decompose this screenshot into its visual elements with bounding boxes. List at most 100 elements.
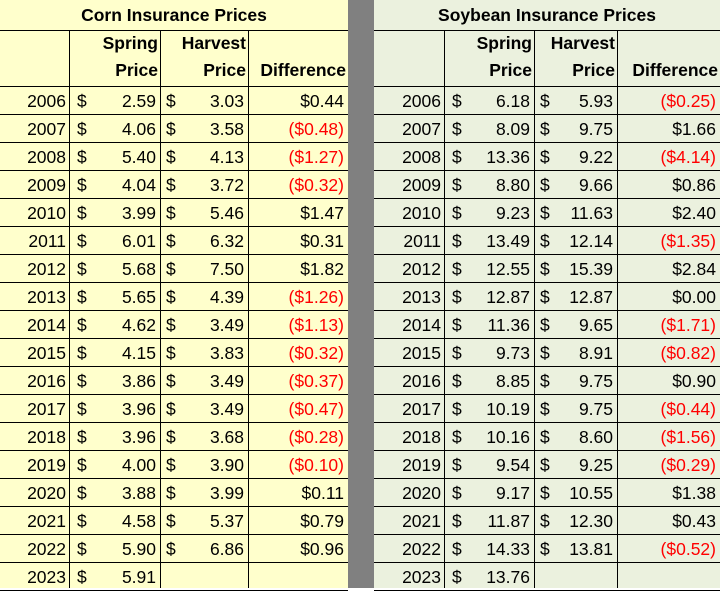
year-cell: 2017: [402, 399, 441, 419]
harvest-currency-cell: $: [166, 371, 176, 391]
spring-price-cell: 5.90: [121, 539, 156, 559]
corn-grid-line: [160, 30, 161, 588]
table-row: 2009 $8.80 $9.66 $0.86: [374, 171, 720, 199]
year-cell: 2018: [27, 427, 66, 447]
year-cell: 2008: [402, 147, 441, 167]
spring-currency-cell: $: [452, 287, 462, 307]
corn-title: Corn Insurance Prices: [0, 0, 348, 31]
spring-currency-cell: $: [452, 343, 462, 363]
harvest-currency-cell: $: [166, 539, 176, 559]
harvest-currency-cell: $: [166, 119, 176, 139]
soybean-grid-line: [534, 30, 535, 588]
spring-currency-cell: $: [452, 203, 462, 223]
corn-header-harvest: Harvest Price: [160, 30, 248, 86]
table-row: 2008 $13.36 $9.22 ($4.14): [374, 143, 720, 171]
difference-cell: $1.66: [672, 119, 716, 139]
soybean-title: Soybean Insurance Prices: [374, 0, 720, 31]
spring-price-cell: 8.85: [495, 371, 530, 391]
table-row: 2009 $4.04 $3.72 ($0.32): [0, 171, 348, 199]
harvest-price-cell: 3.49: [209, 371, 244, 391]
year-cell: 2007: [402, 119, 441, 139]
harvest-price-cell: 9.25: [578, 455, 613, 475]
harvest-price-cell: 10.55: [569, 483, 613, 503]
harvest-price-cell: 3.03: [209, 91, 244, 111]
panel-divider: [348, 0, 374, 588]
harvest-price-cell: 3.99: [209, 483, 244, 503]
difference-cell: $0.86: [672, 175, 716, 195]
harvest-price-cell: 3.58: [209, 119, 244, 139]
table-row: 2020 $9.17 $10.55 $1.38: [374, 479, 720, 507]
soybean-header-spring-line1: Spring: [476, 33, 532, 53]
spring-price-cell: 3.88: [121, 483, 156, 503]
harvest-price-cell: [550, 563, 617, 590]
year-cell: 2008: [27, 147, 66, 167]
harvest-currency-cell: $: [166, 287, 176, 307]
year-cell: 2019: [402, 455, 441, 475]
year-cell: 2006: [27, 91, 66, 111]
harvest-price-cell: 4.39: [209, 287, 244, 307]
spring-price-cell: 5.40: [121, 147, 156, 167]
harvest-currency-cell: $: [540, 287, 550, 307]
difference-cell: ($1.35): [660, 231, 716, 251]
harvest-price-cell: 9.75: [578, 119, 613, 139]
table-row: 2018 $10.16 $8.60 ($1.56): [374, 423, 720, 451]
spring-currency-cell: $: [77, 119, 87, 139]
year-cell: 2015: [27, 343, 66, 363]
spring-currency-cell: $: [77, 203, 87, 223]
corn-header-row: Spring Price Harvest Price Difference: [0, 30, 348, 87]
harvest-price-cell: [176, 563, 248, 590]
spring-price-cell: 13.36: [486, 147, 530, 167]
soybean-panel: Soybean Insurance Prices Spring Price Harv…: [374, 0, 720, 591]
year-cell: 2013: [402, 287, 441, 307]
harvest-price-cell: 3.49: [209, 399, 244, 419]
harvest-currency-cell: $: [166, 147, 176, 167]
spring-price-cell: 3.96: [121, 399, 156, 419]
year-cell: 2010: [27, 203, 66, 223]
spring-currency-cell: $: [77, 315, 87, 335]
corn-header-spring: Spring Price: [69, 30, 160, 86]
spring-price-cell: 11.36: [487, 315, 531, 335]
harvest-price-cell: 3.68: [209, 427, 244, 447]
corn-header-difference: Difference: [260, 60, 346, 80]
spring-currency-cell: $: [452, 231, 462, 251]
harvest-currency-cell: $: [540, 539, 550, 559]
spring-price-cell: 4.62: [121, 315, 156, 335]
spring-price-cell: 3.96: [121, 427, 156, 447]
harvest-price-cell: 9.22: [578, 147, 613, 167]
spring-currency-cell: $: [77, 287, 87, 307]
spring-price-cell: 8.09: [495, 119, 530, 139]
harvest-currency-cell: $: [166, 91, 176, 111]
year-cell: 2014: [27, 315, 66, 335]
spring-currency-cell: $: [77, 231, 87, 251]
table-row: 2021 $11.87 $12.30 $0.43: [374, 507, 720, 535]
table-row: 2022 $14.33 $13.81 ($0.52): [374, 535, 720, 563]
year-cell: 2022: [402, 539, 441, 559]
spring-currency-cell: $: [77, 567, 87, 587]
difference-cell: ($0.37): [288, 371, 344, 391]
corn-header-harvest-line1: Harvest: [181, 33, 246, 53]
harvest-currency-cell: $: [540, 371, 550, 391]
spring-currency-cell: $: [77, 147, 87, 167]
harvest-currency-cell: $: [166, 231, 176, 251]
soybean-header-spring: Spring Price: [444, 30, 534, 86]
spring-currency-cell: $: [77, 483, 87, 503]
harvest-price-cell: 12.14: [569, 231, 613, 251]
soybean-header-spring-line2: Price: [489, 60, 532, 80]
harvest-price-cell: 6.32: [209, 231, 244, 251]
harvest-price-cell: 5.46: [209, 203, 244, 223]
harvest-currency-cell: $: [540, 483, 550, 503]
harvest-price-cell: 13.81: [569, 539, 613, 559]
spring-price-cell: 4.00: [121, 455, 156, 475]
harvest-price-cell: 9.75: [578, 371, 613, 391]
harvest-price-cell: 8.60: [578, 427, 613, 447]
spring-price-cell: 4.15: [121, 343, 156, 363]
difference-cell: $0.43: [672, 511, 716, 531]
year-cell: 2023: [402, 567, 441, 587]
table-row: 2014 $4.62 $3.49 ($1.13): [0, 311, 348, 339]
spring-currency-cell: $: [452, 427, 462, 447]
harvest-currency-cell: [534, 563, 550, 590]
difference-cell: ($0.28): [288, 427, 344, 447]
table-row: 2011 $6.01 $6.32 $0.31: [0, 227, 348, 255]
table-row: 2023 $13.76: [374, 563, 720, 591]
spring-price-cell: 12.55: [486, 259, 530, 279]
